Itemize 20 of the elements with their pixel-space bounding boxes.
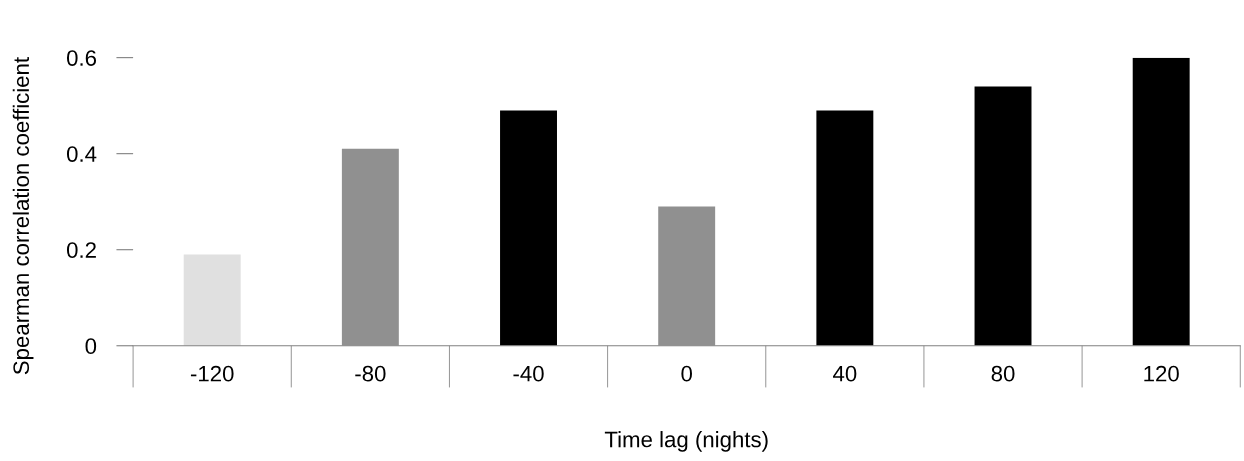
bar [658,206,716,346]
y-tick-label: 0.2 [66,242,96,258]
x-axis-title: Time lag (nights) [604,431,768,452]
y-tick-label: 0 [85,338,97,355]
x-tick-label: 80 [991,365,1015,382]
y-tick-label: 0.4 [66,146,97,162]
bar [183,254,241,346]
x-tick-label: -40 [513,365,544,382]
x-tick-label: -120 [190,365,234,382]
bar [1132,57,1190,346]
y-axis-title: Spearman correlation coefficient [12,57,34,375]
bar [500,110,557,346]
bar [974,86,1032,346]
bar [816,110,874,346]
x-tick-label: 40 [833,365,857,382]
x-tick-label: 120 [1144,365,1179,382]
x-tick-label: 0 [681,365,692,382]
y-tick-label: 0.6 [66,50,97,66]
x-tick-label: -80 [355,365,386,382]
bar [341,148,399,346]
